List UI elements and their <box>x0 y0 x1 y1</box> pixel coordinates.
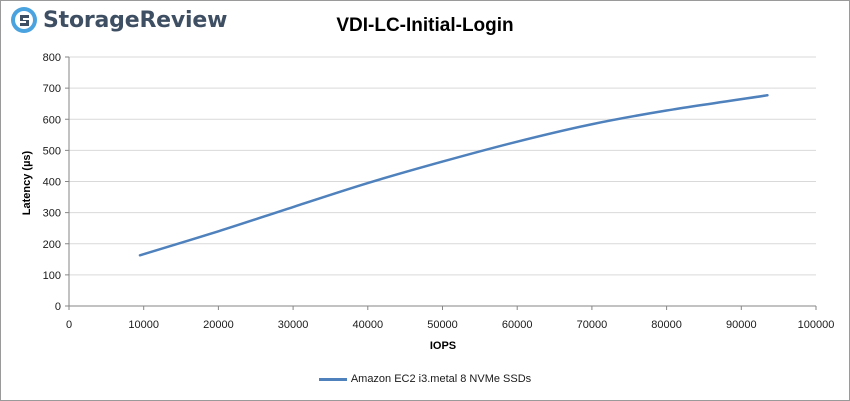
x-tick-label: 0 <box>66 319 72 331</box>
y-tick-label: 100 <box>43 270 61 282</box>
axes <box>65 57 816 310</box>
y-tick-label: 300 <box>43 208 61 220</box>
x-tick-label: 10000 <box>128 319 159 331</box>
y-tick-label: 700 <box>43 83 61 95</box>
legend-swatch <box>319 378 347 381</box>
x-tick-label: 90000 <box>726 319 757 331</box>
legend-label: Amazon EC2 i3.metal 8 NVMe SSDs <box>351 373 531 385</box>
x-tick-label: 40000 <box>353 319 384 331</box>
y-tick-label: 500 <box>43 145 61 157</box>
x-tick-label: 50000 <box>427 319 458 331</box>
tick-labels: 0 100 200 300 400 500 600 700 800 0 10000 20000 3000… <box>43 52 835 331</box>
x-tick-label: 20000 <box>203 319 234 331</box>
y-tick-label: 400 <box>43 177 61 189</box>
y-tick-label: 0 <box>55 301 61 313</box>
x-tick-label: 60000 <box>502 319 533 331</box>
y-tick-label: 800 <box>43 52 61 64</box>
x-tick-label: 80000 <box>651 319 682 331</box>
x-tick-label: 100000 <box>798 319 835 331</box>
legend: Amazon EC2 i3.metal 8 NVMe SSDs <box>1 373 849 385</box>
x-axis-label: IOPS <box>430 340 456 352</box>
y-tick-label: 200 <box>43 239 61 251</box>
x-tick-label: 70000 <box>577 319 608 331</box>
y-axis-label: Latency (µs) <box>21 150 33 215</box>
x-tick-label: 30000 <box>278 319 309 331</box>
y-tick-label: 600 <box>43 114 61 126</box>
